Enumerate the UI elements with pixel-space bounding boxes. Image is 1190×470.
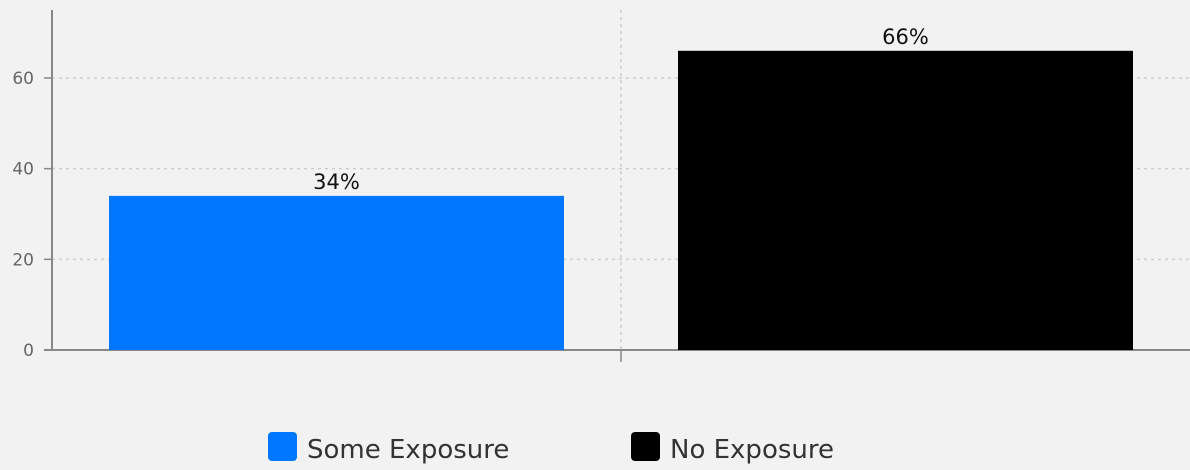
legend-swatch — [268, 432, 297, 461]
legend-label: Some Exposure — [307, 435, 509, 465]
y-tick-label: 20 — [12, 250, 34, 270]
y-tick-label: 60 — [12, 69, 34, 89]
data-labels: 34% 66% — [313, 25, 929, 194]
legend-item-some-exposure[interactable]: Some Exposure — [268, 432, 509, 465]
legend: Some Exposure No Exposure — [268, 432, 834, 465]
bar-value-label: 66% — [882, 25, 929, 49]
legend-item-no-exposure[interactable]: No Exposure — [631, 432, 834, 465]
bar-value-label: 34% — [313, 170, 360, 194]
bar-no-exposure — [678, 50, 1133, 351]
bar-some-exposure — [109, 195, 564, 350]
y-tick-label: 40 — [12, 160, 34, 180]
legend-swatch — [631, 432, 660, 461]
legend-label: No Exposure — [670, 435, 834, 465]
y-tick-label: 0 — [23, 341, 34, 361]
bars — [109, 50, 1133, 351]
